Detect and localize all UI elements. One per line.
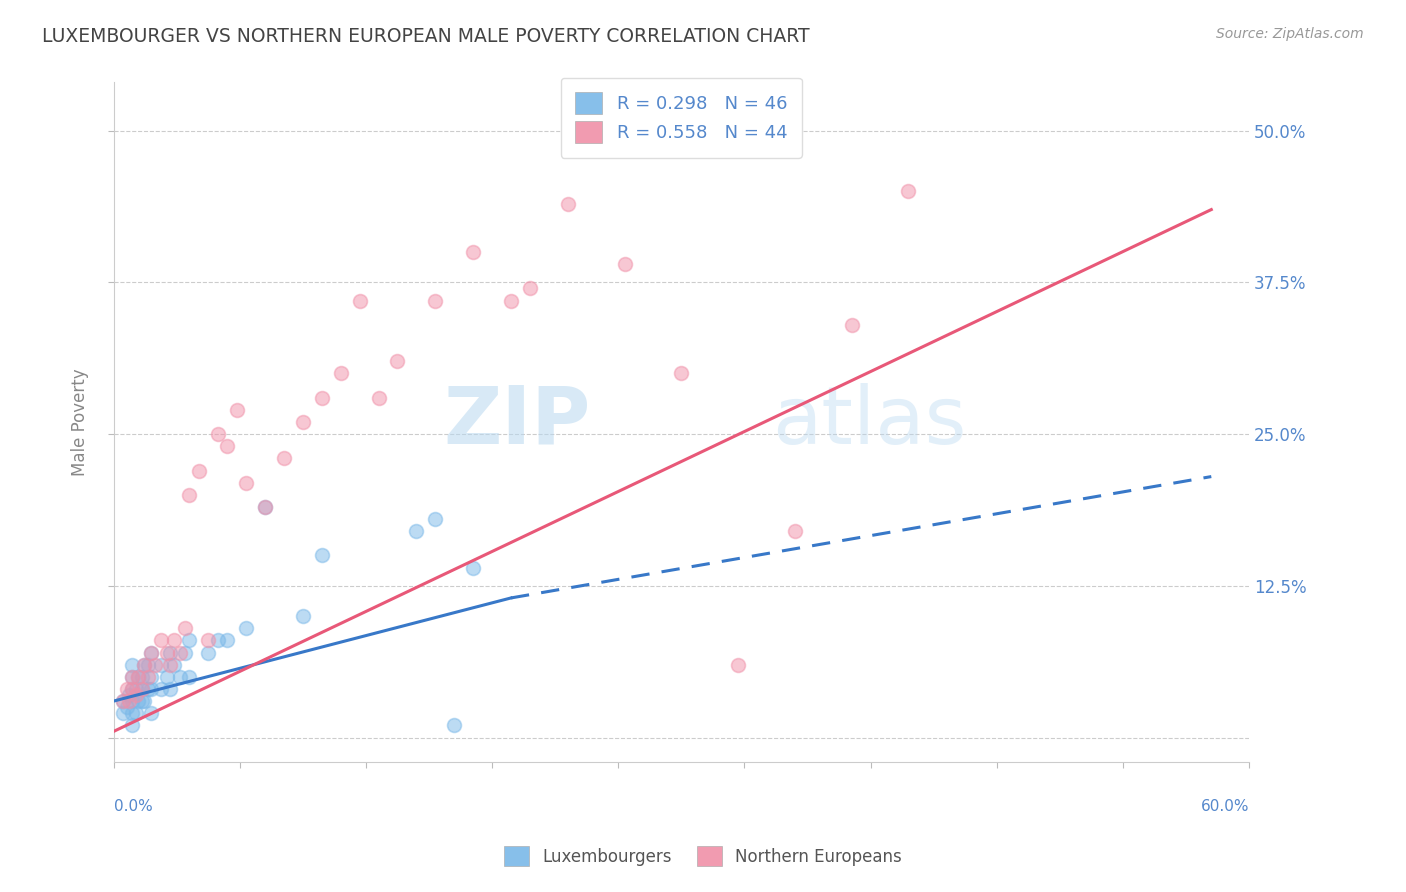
Point: [179, 633, 201, 648]
Point: [121, 718, 143, 732]
Point: [329, 367, 352, 381]
Point: [613, 257, 636, 271]
Point: [132, 657, 155, 672]
Point: [387, 354, 409, 368]
Point: [115, 700, 138, 714]
Point: [131, 694, 153, 708]
Point: [179, 488, 201, 502]
Point: [115, 681, 138, 696]
Point: [727, 657, 749, 672]
Text: LUXEMBOURGER VS NORTHERN EUROPEAN MALE POVERTY CORRELATION CHART: LUXEMBOURGER VS NORTHERN EUROPEAN MALE P…: [42, 27, 810, 45]
Point: [463, 560, 485, 574]
Point: [127, 670, 149, 684]
Point: [136, 681, 159, 696]
Point: [159, 646, 181, 660]
Point: [217, 439, 239, 453]
Point: [179, 670, 201, 684]
Text: 0.0%: 0.0%: [114, 799, 152, 814]
Point: [121, 681, 143, 696]
Point: [273, 451, 295, 466]
Point: [349, 293, 371, 308]
Point: [132, 657, 155, 672]
Point: [557, 196, 579, 211]
Point: [207, 427, 229, 442]
Point: [155, 646, 177, 660]
Point: [225, 402, 247, 417]
Point: [111, 694, 134, 708]
Point: [121, 670, 143, 684]
Text: atlas: atlas: [772, 383, 966, 461]
Point: [187, 463, 209, 477]
Point: [143, 657, 166, 672]
Point: [132, 694, 155, 708]
Point: [125, 706, 148, 721]
Point: [291, 415, 314, 429]
Point: [671, 367, 693, 381]
Point: [141, 681, 163, 696]
Point: [131, 681, 153, 696]
Point: [197, 633, 219, 648]
Text: 60.0%: 60.0%: [1201, 799, 1249, 814]
Point: [141, 670, 163, 684]
Point: [127, 694, 149, 708]
Point: [217, 633, 239, 648]
Text: Source: ZipAtlas.com: Source: ZipAtlas.com: [1216, 27, 1364, 41]
Point: [207, 633, 229, 648]
Point: [169, 670, 191, 684]
Point: [111, 694, 134, 708]
Point: [159, 681, 181, 696]
Point: [118, 688, 141, 702]
Point: [136, 657, 159, 672]
Point: [121, 657, 143, 672]
Point: [253, 500, 276, 514]
Point: [125, 688, 148, 702]
Point: [197, 646, 219, 660]
Point: [159, 657, 181, 672]
Legend: Luxembourgers, Northern Europeans: Luxembourgers, Northern Europeans: [496, 838, 910, 875]
Point: [367, 391, 389, 405]
Y-axis label: Male Poverty: Male Poverty: [72, 368, 89, 475]
Point: [783, 524, 806, 539]
Point: [405, 524, 427, 539]
Point: [121, 670, 143, 684]
Point: [141, 646, 163, 660]
Point: [163, 657, 186, 672]
Point: [311, 391, 333, 405]
Point: [136, 670, 159, 684]
Legend: R = 0.298   N = 46, R = 0.558   N = 44: R = 0.298 N = 46, R = 0.558 N = 44: [561, 78, 801, 158]
Point: [121, 706, 143, 721]
Point: [149, 657, 172, 672]
Point: [141, 646, 163, 660]
Point: [131, 681, 153, 696]
Point: [125, 681, 148, 696]
Point: [163, 633, 186, 648]
Point: [174, 646, 197, 660]
Point: [127, 670, 149, 684]
Point: [235, 621, 257, 635]
Point: [155, 670, 177, 684]
Point: [111, 706, 134, 721]
Point: [425, 512, 447, 526]
Point: [121, 694, 143, 708]
Point: [499, 293, 522, 308]
Point: [291, 609, 314, 624]
Point: [841, 318, 863, 332]
Point: [149, 681, 172, 696]
Point: [253, 500, 276, 514]
Point: [425, 293, 447, 308]
Point: [174, 621, 197, 635]
Point: [121, 681, 143, 696]
Point: [311, 549, 333, 563]
Point: [443, 718, 465, 732]
Point: [118, 694, 141, 708]
Point: [463, 245, 485, 260]
Text: ZIP: ZIP: [443, 383, 591, 461]
Point: [131, 670, 153, 684]
Point: [519, 281, 541, 295]
Point: [169, 646, 191, 660]
Point: [141, 706, 163, 721]
Point: [235, 475, 257, 490]
Point: [149, 633, 172, 648]
Point: [897, 185, 920, 199]
